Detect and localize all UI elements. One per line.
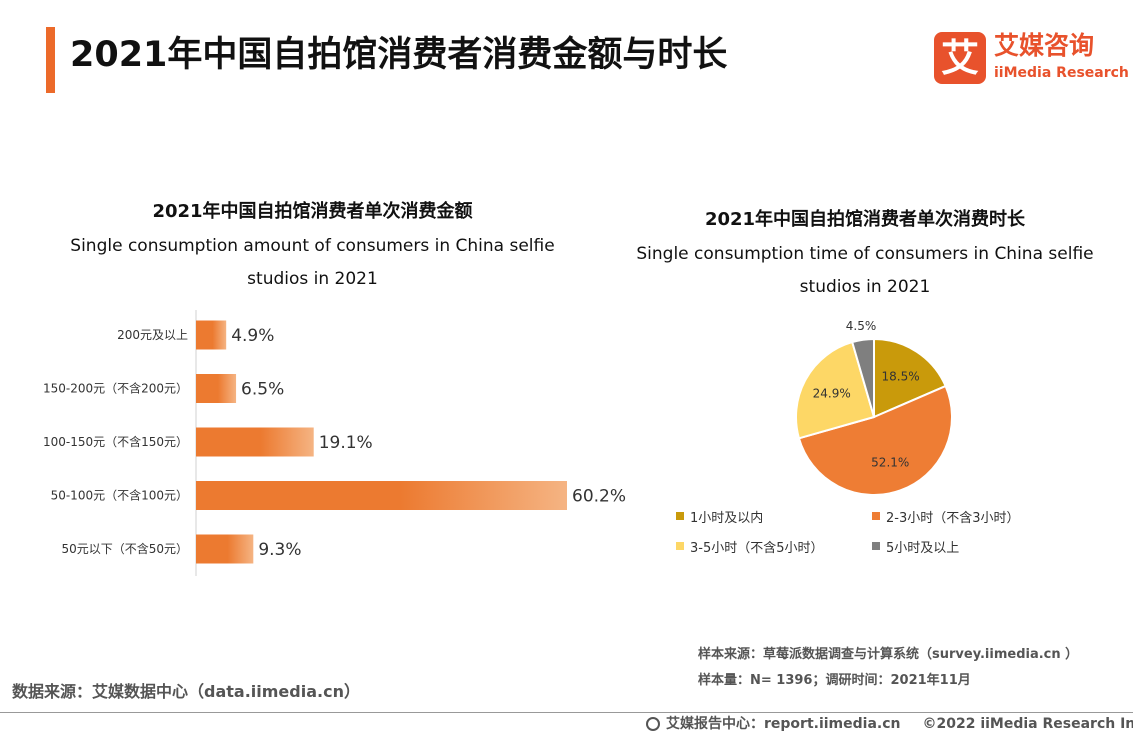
bar-value-label: 4.9% [231,326,274,346]
bar [196,481,567,510]
pie-value-label: 24.9% [813,387,851,401]
report-center-link[interactable]: 艾媒报告中心：report.iimedia.cn [666,716,901,732]
bar-category-label: 200元及以上 [117,328,188,342]
legend-label: 3-5小时（不含5小时） [690,540,824,556]
pie-chart-title-block: 2021年中国自拍馆消费者单次消费时长 Single consumption t… [625,208,1105,304]
pie-chart-subtitle: Single consumption time of consumers in … [636,244,1094,297]
bar-category-label: 100-150元（不含150元） [43,434,188,449]
bar [196,427,314,457]
sample-source-note: 样本来源：草莓派数据调查与计算系统（survey.iimedia.cn ） [698,647,1079,662]
pie-value-label: 52.1% [871,456,909,470]
legend-swatch [676,512,684,520]
bar-chart-subtitle: Single consumption amount of consumers i… [70,236,555,289]
legend-item: 2-3小时（不含3小时） [872,506,1020,526]
footer-divider [0,712,1133,713]
legend-swatch [872,512,880,520]
pie-slice [873,337,947,419]
legend-item: 1小时及以内 [676,506,763,526]
bar-category-label: 50-100元（不含100元） [51,488,188,503]
title-accent-bar [46,27,55,93]
logo-mark-icon: 艾 [934,32,986,84]
iimedia-logo: 艾 艾媒咨询 iiMedia Research [934,30,1129,86]
legend-swatch [676,542,684,550]
legend-item: 3-5小时（不含5小时） [676,536,824,556]
bar-chart-title: 2021年中国自拍馆消费者单次消费金额 [152,201,473,222]
pie-slice [797,384,953,497]
logo-name-en: iiMedia Research [994,65,1129,81]
bar [196,374,237,403]
pie-chart: 18.5% 52.1% 24.9% 4.5% [795,319,953,497]
bar-value-label: 19.1% [319,433,373,453]
legend-label: 2-3小时（不含3小时） [886,510,1020,526]
pie-value-label: 4.5% [846,319,877,333]
bar [196,534,254,564]
data-source-note: 数据来源：艾媒数据中心（data.iimedia.cn） [12,682,360,701]
logo-name-cn: 艾媒咨询 [994,31,1095,60]
pie-slice [851,337,875,418]
globe-icon [646,717,660,731]
pie-chart-title: 2021年中国自拍馆消费者单次消费时长 [704,209,1026,230]
bar [196,320,227,350]
legend-label: 5小时及以上 [886,540,960,556]
page-title: 2021年中国自拍馆消费者消费金额与时长 [70,35,728,75]
sample-size-note: 样本量：N= 1396；调研时间：2021年11月 [698,673,971,688]
copyright-text: ©2022 iiMedia Research Inc [922,716,1133,732]
pie-value-label: 18.5% [881,370,919,384]
legend-swatch [872,542,880,550]
bar-value-label: 6.5% [241,380,284,400]
bar-category-label: 50元以下（不含50元） [61,541,188,556]
bar-value-label: 60.2% [572,487,626,507]
bar-category-label: 150-200元（不含200元） [43,381,188,396]
footer: 艾媒报告中心：report.iimedia.cn ©2022 iiMedia R… [646,714,1133,734]
bar-chart-title-block: 2021年中国自拍馆消费者单次消费金额 Single consumption a… [40,200,585,296]
bar-value-label: 9.3% [258,540,301,560]
pie-slice [795,340,876,440]
legend-item: 5小时及以上 [872,536,959,556]
bar-chart: 200元及以上 4.9% 150-200元（不含200元） 6.5% 100-150元（… [43,310,626,576]
legend-label: 1小时及以内 [690,510,764,526]
